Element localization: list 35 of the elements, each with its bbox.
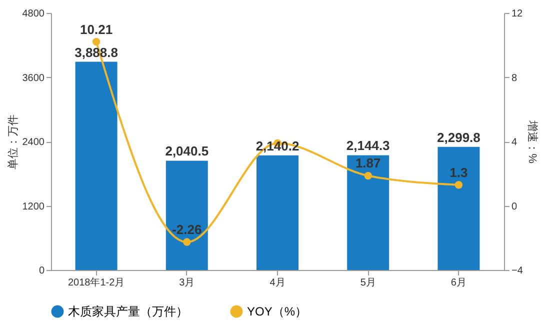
y-tick-label: 2400 [22, 137, 45, 148]
data-label: 2,040.5 [165, 144, 209, 159]
x-tick-label: 2018年1-2月 [68, 276, 125, 288]
bar [166, 160, 208, 270]
legend-label: YOY（%） [247, 304, 308, 319]
data-label: 10.21 [80, 22, 113, 37]
y-axis-title: 单位：万件 [6, 114, 20, 170]
point [183, 238, 191, 246]
data-label: 2,144.3 [346, 138, 390, 154]
data-label: 1.3 [450, 164, 468, 180]
data-label: -2.26 [172, 222, 202, 238]
y2-tick-label: 4 [512, 137, 518, 148]
y2-axis-title: 增速：% [526, 120, 539, 164]
point [92, 38, 100, 46]
y-tick-label: 0 [38, 266, 45, 276]
x-tick-label: 3月 [179, 278, 195, 288]
point [364, 172, 372, 180]
x-tick-label: 4月 [270, 278, 286, 288]
x-tick-label: 6月 [450, 278, 466, 288]
y2-tick-label: 8 [512, 72, 518, 84]
bar [438, 146, 480, 270]
bar [256, 155, 298, 270]
y2-tick-label: −4 [512, 266, 524, 276]
y2-tick-label: 12 [512, 8, 524, 20]
y-tick-label: 4800 [22, 8, 45, 20]
y2-tick-label: 0 [512, 201, 518, 212]
data-label: 2,299.8 [437, 130, 480, 145]
y-tick-label: 3600 [22, 72, 45, 84]
data-label: 1.87 [355, 156, 381, 171]
point [454, 181, 463, 189]
bar [347, 155, 390, 270]
y-tick-label: 1200 [22, 201, 45, 212]
bar [75, 62, 118, 270]
legend-label: 木质家具产量（万件） [68, 304, 188, 319]
x-tick-label: 5月 [360, 278, 376, 288]
